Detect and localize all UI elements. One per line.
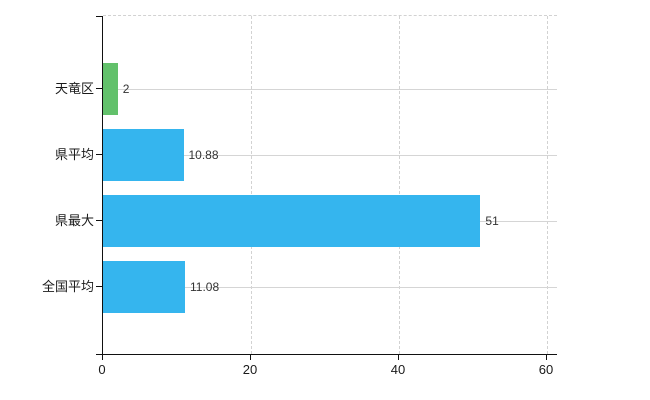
category-label-tenryuku: 天竜区 [54, 81, 94, 96]
bar-value-label: 51 [485, 214, 499, 228]
x-axis-label-20: 20 [242, 362, 258, 377]
x-axis-label-0: 0 [98, 362, 106, 377]
y-axis-tick [96, 220, 102, 221]
x-axis-label-40: 40 [390, 362, 406, 377]
bar [103, 63, 118, 115]
horizontal-gridline [103, 287, 557, 288]
x-axis-label-60: 60 [538, 362, 554, 377]
x-axis-labels: 0 20 40 60 [98, 362, 556, 378]
bar-value-label: 10.88 [188, 148, 219, 162]
bar-row: 10.88 [103, 129, 557, 181]
x-axis-ticks [102, 355, 556, 360]
y-axis-tick [96, 286, 102, 287]
y-axis-tick [96, 354, 102, 355]
bar [103, 129, 184, 181]
bar-row: 2 [103, 63, 557, 115]
bar-row: 11.08 [103, 261, 557, 313]
bar [103, 195, 481, 247]
y-axis-tick [96, 16, 102, 17]
vertical-gridline-40 [399, 16, 400, 354]
bar-value-label: 2 [122, 82, 130, 96]
category-label-kenheikin: 県平均 [54, 147, 94, 162]
bar [103, 261, 185, 313]
plot-top-border [103, 15, 557, 16]
y-axis-tick [96, 88, 102, 89]
y-axis-tick [96, 154, 102, 155]
horizontal-gridline [103, 89, 557, 90]
bar-value-label: 11.08 [189, 280, 220, 294]
x-axis-tick [102, 355, 103, 360]
x-axis-tick [250, 355, 251, 360]
vertical-gridline-20 [251, 16, 252, 354]
vertical-gridline-60 [547, 16, 548, 354]
x-axis-tick [546, 355, 547, 360]
category-label-kensaidai: 県最大 [54, 213, 94, 228]
plot-area: 2 10.88 51 11.08 [102, 15, 557, 355]
x-axis-tick [398, 355, 399, 360]
bar-row: 51 [103, 195, 557, 247]
horizontal-gridline [103, 155, 557, 156]
category-label-zenkokuheikin: 全国平均 [41, 279, 94, 294]
